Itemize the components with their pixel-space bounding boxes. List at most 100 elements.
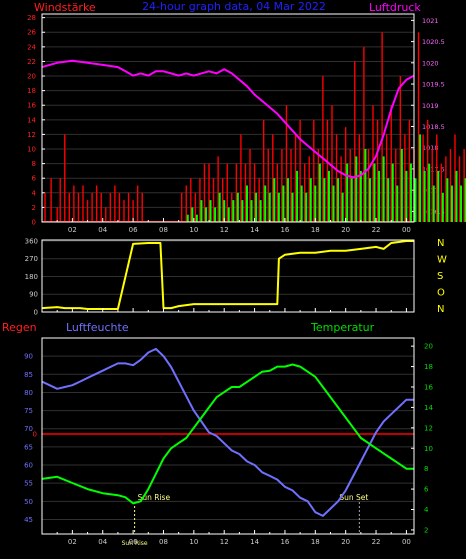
climate-x-tick-label-08: 08 [159,538,168,546]
sun-set-label: Sun Set [339,493,368,502]
wind-axis-label-14: 14 [27,116,36,124]
sun-rise-label: Sun Rise [138,493,171,502]
direction-compass-label-2: S [437,271,443,282]
wind-axis-label-20: 20 [27,73,36,81]
climate-x-tick-label-02: 02 [68,538,77,546]
wind-x-tick-label-06: 06 [129,226,138,234]
wind-pressure-frame [41,13,415,223]
wind-axis-label-0: 0 [32,219,36,227]
wind-pressure-panel: 02468101214161820222426281016.510171017.… [27,13,466,234]
wind-title: Windstärke [34,1,96,14]
wind-direction-frame [41,239,415,313]
humidity-axis-label-55: 55 [24,480,33,488]
temperature-axis-label-2: 2 [424,526,428,534]
pressure-axis-label-1017.5: 1017.5 [422,165,445,173]
humidity-label: Luftfeuchte [66,321,129,334]
temperature-axis-label-6: 6 [424,486,429,494]
humidity-axis-label-80: 80 [24,389,33,397]
direction-axis-label-360: 360 [25,237,38,245]
wind-axis-label-24: 24 [27,43,36,51]
wind-x-tick-label-08: 08 [159,226,168,234]
direction-compass-label-1: W [437,255,447,266]
wind-x-tick-label-02: 02 [68,226,77,234]
humidity-axis-label-75: 75 [24,407,33,415]
climate-x-tick-label-10: 10 [189,538,198,546]
humidity-axis-label-60: 60 [24,462,33,470]
humidity-axis-label-70: 70 [24,425,33,433]
humidity-line [41,347,414,517]
pressure-axis-label-1021: 1021 [422,17,439,25]
wind-x-tick-label-22: 22 [372,226,381,234]
graph-title: 24-hour graph data, 04 Mar 2022 [142,0,326,13]
wind-x-tick-label-14: 14 [250,226,259,234]
direction-compass-label-3: O [437,288,445,299]
direction-compass-label-0: N [437,238,444,249]
climate-x-tick-label-00: 00 [402,538,411,546]
wind-axis-label-26: 26 [27,29,36,37]
pressure-axis-label-1017: 1017 [422,187,439,195]
wind-x-tick-label-16: 16 [280,226,289,234]
wind-x-tick-label-12: 12 [220,226,229,234]
rain-label: Regen [2,321,37,334]
temperature-axis-label-14: 14 [424,404,433,412]
temperature-axis-label-20: 20 [424,343,433,351]
climate-x-tick-label-20: 20 [341,538,350,546]
wind-axis-label-22: 22 [27,58,36,66]
temperature-axis-label-12: 12 [424,424,433,432]
wind-x-tick-label-18: 18 [311,226,320,234]
temperature-line [41,363,414,505]
climate-x-tick-label-12: 12 [220,538,229,546]
wind-axis-label-2: 2 [32,204,36,212]
pressure-axis-label-1018.5: 1018.5 [422,123,445,131]
wind-x-tick-label-20: 20 [341,226,350,234]
direction-line [41,240,414,310]
humidity-temperature-frame [41,337,415,535]
wind-axis-label-4: 4 [32,189,37,197]
temperature-axis-label-10: 10 [424,445,433,453]
pressure-axis-label-1019: 1019 [422,102,439,110]
temperature-axis-label-4: 4 [424,506,429,514]
direction-axis-label-180: 180 [25,273,38,281]
climate-x-tick-label-16: 16 [280,538,289,546]
pressure-axis-label-1020.5: 1020.5 [422,38,445,46]
temperature-axis-label-8: 8 [424,465,428,473]
pressure-line [41,59,415,179]
pressure-axis-label-1020: 1020 [422,59,439,67]
direction-compass-label-4: N [437,304,444,315]
temperature-label: Temperatur [310,321,375,334]
wind-x-tick-label-04: 04 [98,226,107,234]
climate-x-tick-label-04: 04 [98,538,107,546]
temperature-axis-label-16: 16 [424,384,433,392]
pressure-title: Luftdruck [369,1,421,14]
humidity-axis-label-65: 65 [24,443,33,451]
pressure-axis-label-1018: 1018 [422,144,439,152]
humidity-temperature-panel: 45 50 55 60 65 70 75 80 85 90 2 4 6 8 10 12 14 16 18 20 0 Sun… [24,337,433,547]
wind-axis-label-6: 6 [32,175,37,183]
wind-x-tick-label-10: 10 [189,226,198,234]
direction-axis-label-90: 90 [29,291,38,299]
humidity-axis-label-85: 85 [24,371,33,379]
wind-axis-label-10: 10 [27,146,36,154]
humidity-axis-label-50: 50 [24,498,33,506]
wind-axis-label-16: 16 [27,102,36,110]
humidity-axis-label-90: 90 [24,353,33,361]
climate-x-tick-label-06: 06 [129,538,138,546]
wind-axis-label-28: 28 [27,14,36,22]
wind-axis-label-12: 12 [27,131,36,139]
wind-x-tick-label-00: 00 [402,226,411,234]
humidity-axis-label-45: 45 [24,516,33,524]
direction-axis-label-270: 270 [25,255,38,263]
climate-x-tick-label-14: 14 [250,538,259,546]
temperature-axis-label-18: 18 [424,363,433,371]
direction-axis-label-0: 0 [34,309,38,317]
wind-axis-label-18: 18 [27,87,36,95]
rain-axis-label-0: 0 [33,431,37,439]
sun-rise-axis-label: Sun Rise [122,540,148,547]
wind-axis-label-8: 8 [32,160,36,168]
climate-x-tick-label-18: 18 [311,538,320,546]
climate-x-tick-label-22: 22 [372,538,381,546]
pressure-axis-label-1019.5: 1019.5 [422,81,445,89]
